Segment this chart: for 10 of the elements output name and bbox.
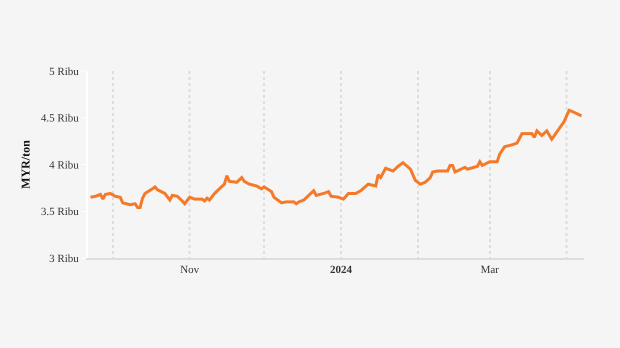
x-tick-label: Mar (480, 264, 500, 276)
x-tick-label: 2024 (330, 264, 352, 276)
y-axis-title: MYR/ton (18, 140, 33, 189)
y-tick-label: 4 Ribu (49, 159, 80, 172)
y-tick-label: 3 Ribu (49, 252, 80, 265)
y-tick-label: 4.5 Ribu (40, 112, 80, 125)
y-tick-label: 3.5 Ribu (40, 206, 80, 218)
x-tick-label: Nov (180, 264, 200, 276)
line-series (88, 108, 584, 210)
y-tick-label: 5 Ribu (49, 66, 80, 78)
